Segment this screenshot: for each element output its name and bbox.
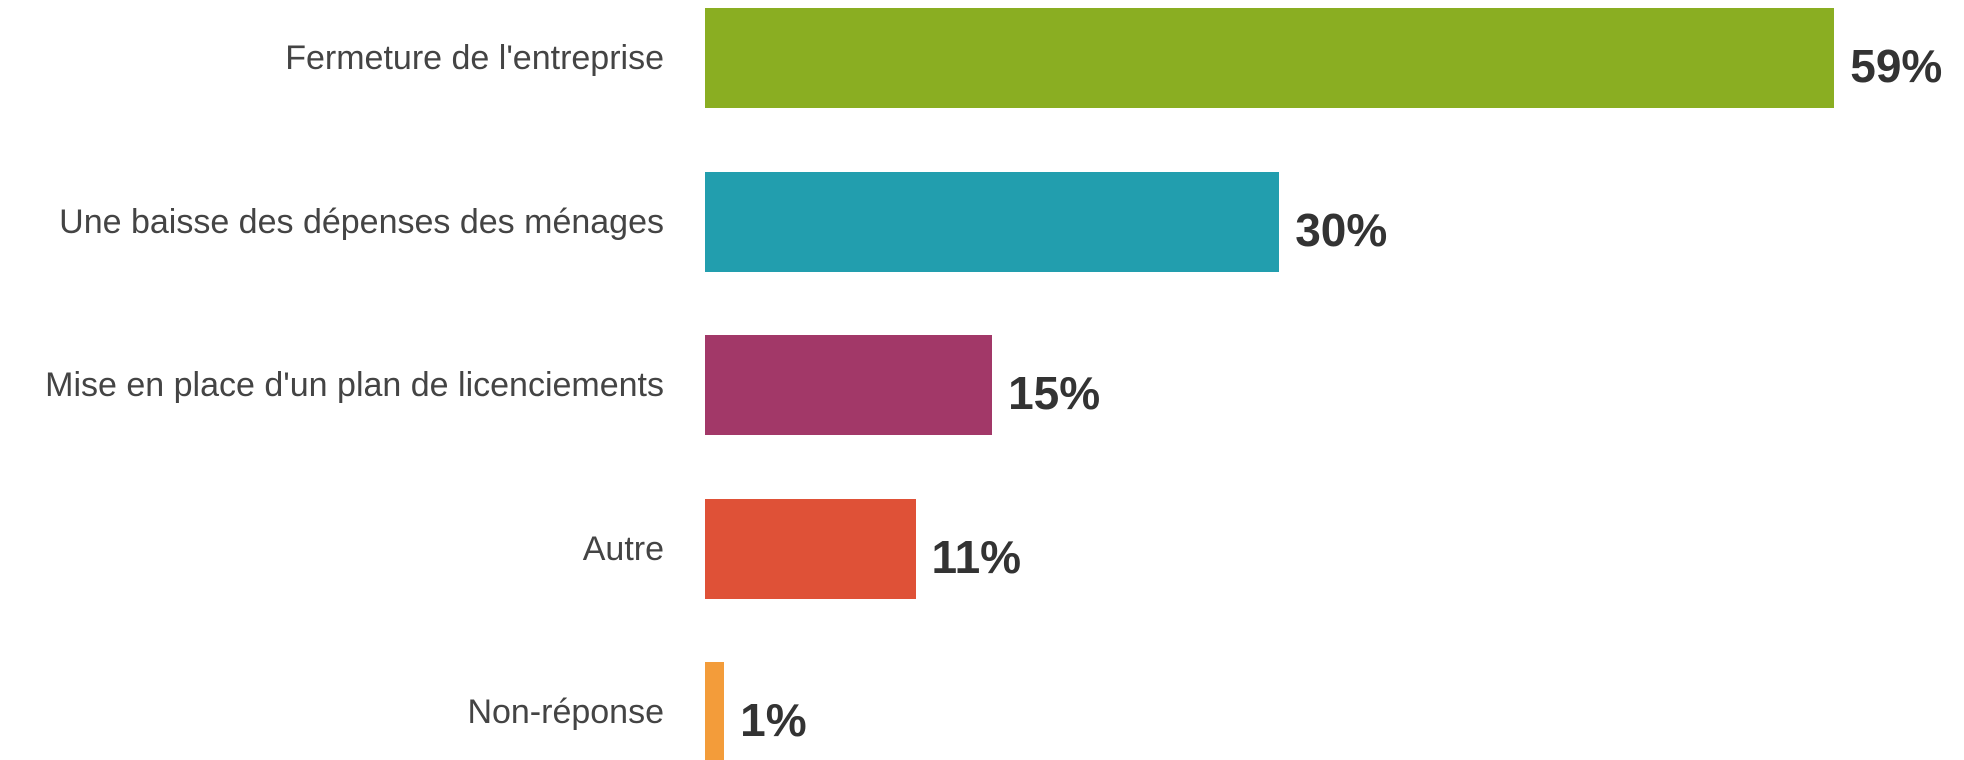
category-label: Non-réponse [467,692,664,731]
bar [705,335,993,435]
bar [705,171,1280,272]
category-label: Mise en place d'un plan de licenciements [45,365,664,404]
value-label: 15% [1008,367,1101,419]
value-label: 30% [1295,203,1388,256]
category-label: Une baisse des dépenses des ménages [59,202,664,241]
value-label: 11% [931,530,1022,583]
value-label: 59% [1850,40,1943,92]
category-label: Autre [582,529,664,568]
category-label: Fermeture de l'entreprise [285,38,664,77]
bar [705,498,916,599]
bar [705,662,725,760]
value-label: 1% [740,694,807,746]
bar [705,8,1835,108]
